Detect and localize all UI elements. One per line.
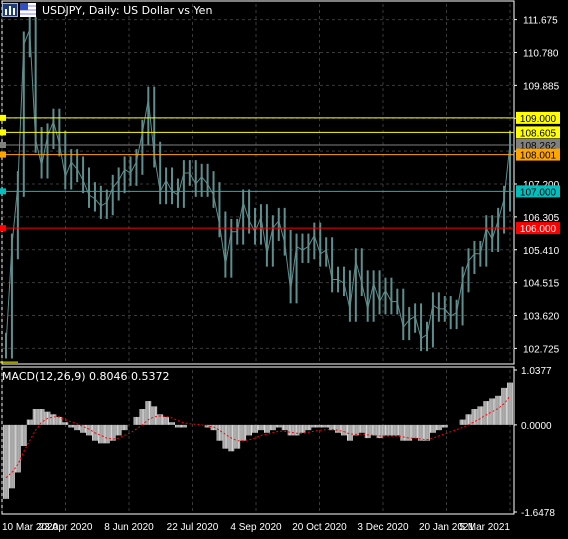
price-level-label: 108.262	[520, 141, 557, 152]
price-level-handle	[0, 151, 6, 158]
date-tick-label: 4 Sep 2020	[230, 522, 282, 533]
main-plot-frame	[1, 0, 515, 365]
date-tick-label: 22 Jul 2020	[167, 522, 219, 533]
us-flag-icon	[20, 3, 36, 17]
chart-title-bar: USDJPY, Daily: US Dollar vs Yen	[0, 0, 212, 20]
macd-tick-label: 1.0377	[521, 366, 552, 377]
price-level-label: 106.000	[520, 224, 557, 235]
date-tick-label: 20 Jan 2021	[419, 522, 474, 533]
price-level-handle	[0, 225, 6, 232]
price-level-handle	[0, 129, 6, 136]
macd-tick-label: -1.6478	[521, 508, 555, 519]
price-series-line	[5, 29, 511, 346]
price-level-tag	[516, 138, 560, 151]
price-level-tag	[516, 148, 560, 161]
price-level-handle	[0, 188, 6, 195]
price-level-tag	[516, 222, 560, 235]
date-tick-label: 3 Dec 2020	[357, 522, 409, 533]
date-tick-label: 5 Mar 2021	[459, 522, 510, 533]
date-tick-label: 8 Jun 2020	[104, 522, 154, 533]
price-tick-label: 102.725	[523, 344, 560, 355]
price-tick-label: 105.410	[523, 246, 560, 257]
price-tick-label: 111.675	[523, 16, 558, 27]
macd-indicator-label: MACD(12,26,9) 0.8046 0.5372	[2, 370, 170, 383]
price-level-tag	[516, 126, 560, 139]
date-tick-label: 10 Mar 2020	[2, 522, 59, 533]
macd-tick-label: 0.0000	[521, 421, 552, 432]
price-level-label: 108.001	[520, 151, 557, 162]
macd-plot-frame	[1, 366, 515, 515]
price-tick-label: 104.515	[523, 279, 560, 290]
price-level-label: 108.605	[520, 128, 557, 139]
price-level-handle	[0, 114, 6, 121]
macd-signal-line	[5, 395, 511, 479]
chart-title: USDJPY, Daily: US Dollar vs Yen	[42, 3, 213, 17]
price-tick-label: 103.620	[523, 312, 560, 323]
price-level-label: 109.000	[520, 114, 557, 125]
price-tick-label: 106.305	[523, 213, 560, 224]
bar-chart-icon[interactable]	[2, 3, 18, 17]
price-tick-label: 109.885	[523, 81, 560, 92]
price-tick-label: 110.780	[523, 48, 559, 59]
price-level-tag	[516, 185, 560, 198]
price-level-handle	[0, 141, 6, 148]
price-level-tag	[516, 111, 560, 124]
date-tick-label: 20 Oct 2020	[292, 522, 347, 533]
price-level-label: 107.000	[520, 187, 557, 198]
date-tick-label: 23 Apr 2020	[39, 522, 93, 533]
